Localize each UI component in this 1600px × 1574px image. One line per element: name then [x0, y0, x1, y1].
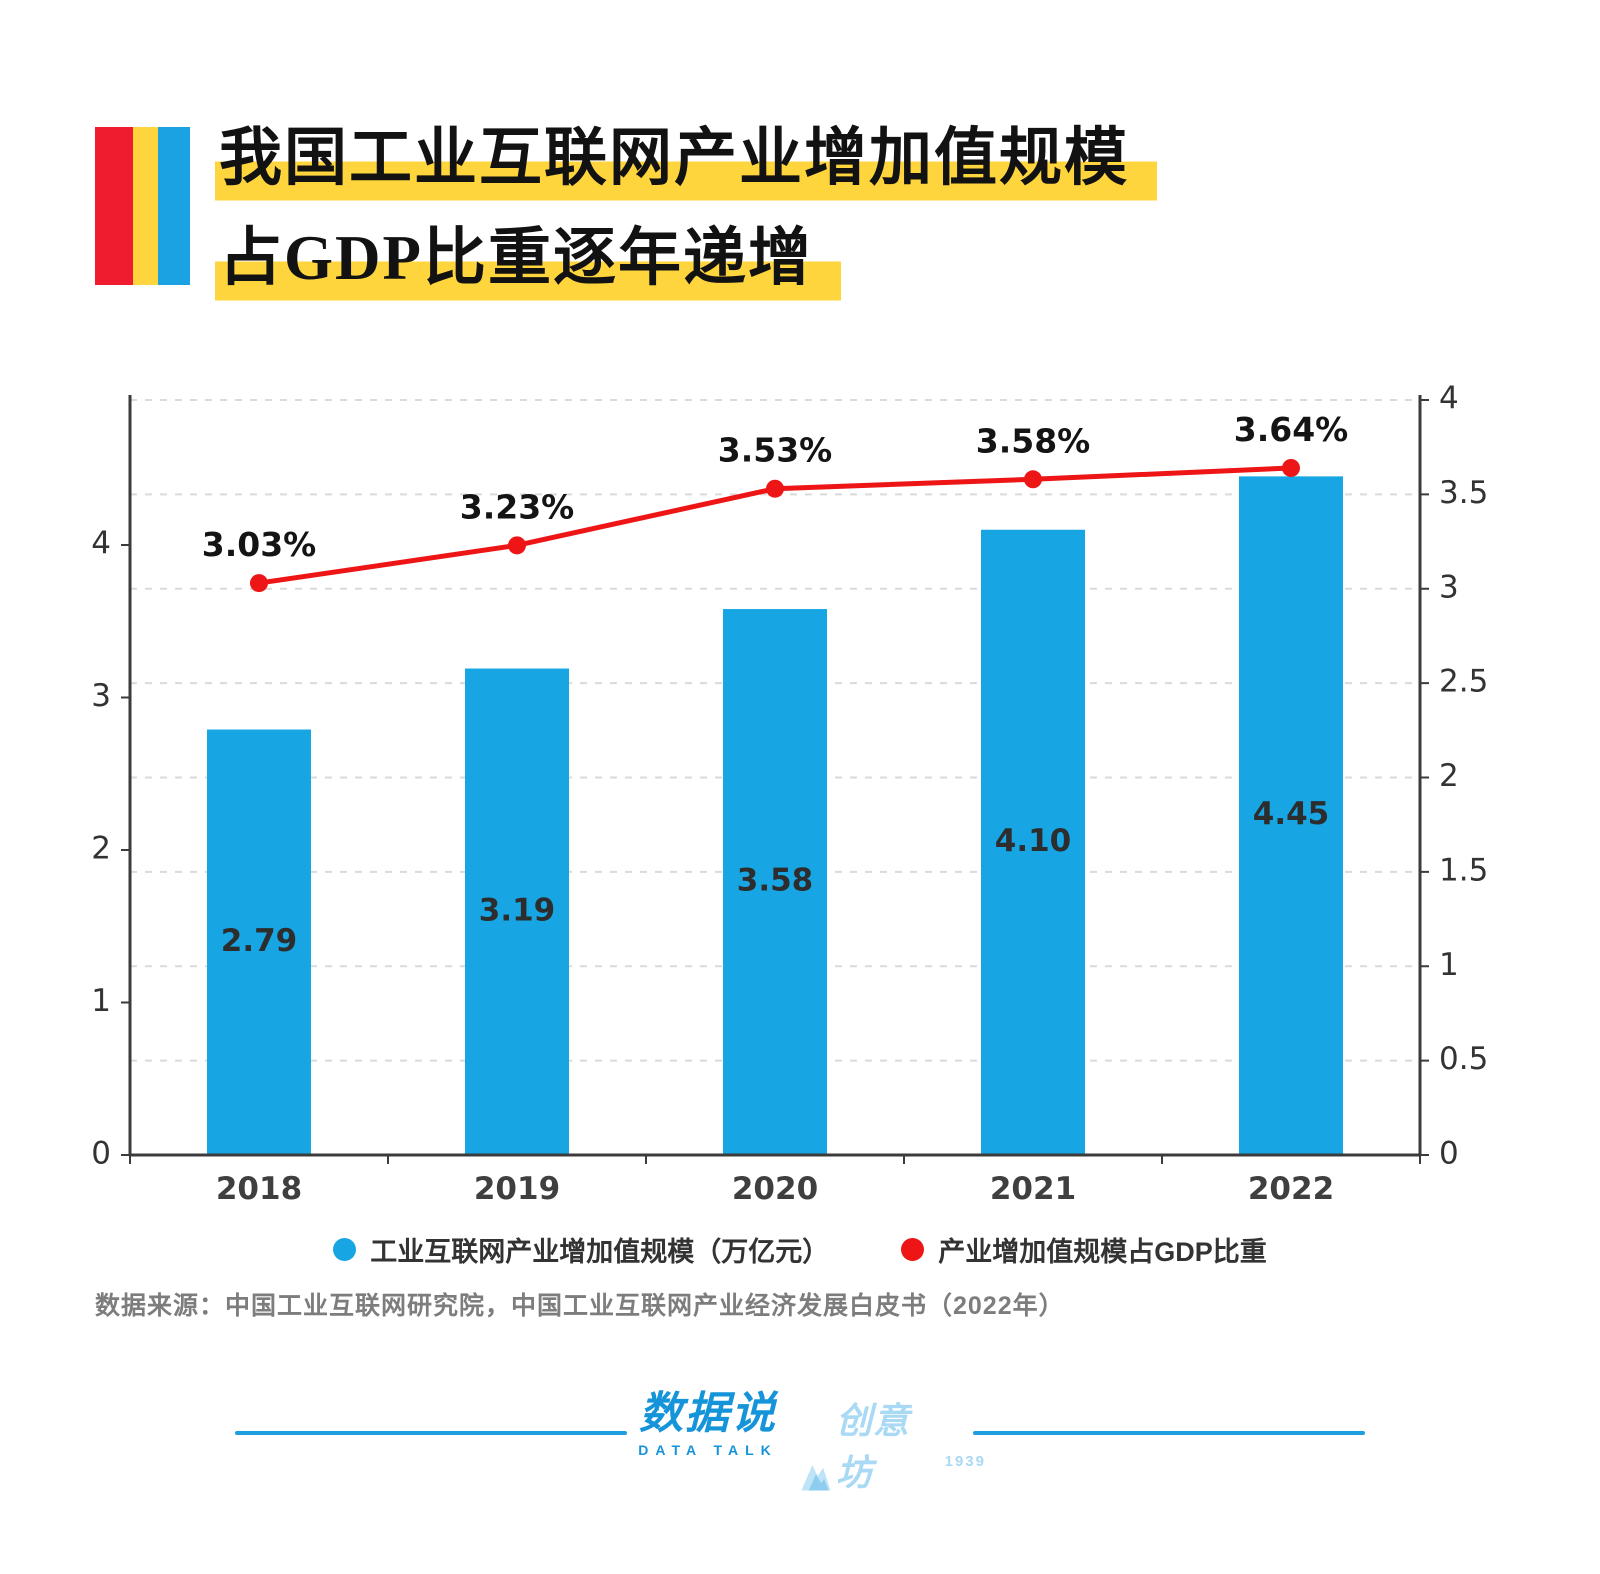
x-label-2019: 2019	[474, 1171, 560, 1207]
line-label-2020: 3.53%	[718, 431, 833, 470]
right-axis-tick-0.5: 0.5	[1439, 1041, 1488, 1077]
left-axis-tick-0: 0	[91, 1136, 111, 1172]
chart-area: 2.79 3.19 3.58 4.10 4.45 0 1 2 3 4 0 0.5 1 1.5 2 2.5 3 3.…	[0, 370, 1600, 1230]
title-line-1: 我国工业互联网产业增加值规模	[215, 112, 1157, 204]
legend-label-bar: 工业互联网产业增加值规模（万亿元）	[370, 1237, 830, 1267]
line-point-2020	[766, 479, 784, 498]
right-axis-tick-2: 2	[1439, 758, 1459, 794]
left-axis-tick-2: 2	[91, 831, 111, 867]
line-point-2021	[1024, 470, 1042, 489]
line-label-2019: 3.23%	[460, 487, 575, 526]
legend-dot-blue	[333, 1238, 357, 1261]
x-label-2021: 2021	[990, 1171, 1076, 1207]
right-axis-tick-3.5: 3.5	[1439, 475, 1488, 511]
x-label-2018: 2018	[216, 1171, 302, 1207]
accent-stripe-red	[95, 127, 133, 285]
datatalk-logo-zh: 数据说	[639, 1389, 777, 1438]
bar-2019	[465, 668, 569, 1155]
title-accent-bar	[95, 127, 190, 285]
datatalk-logo-en: DATA TALK	[638, 1442, 778, 1458]
right-axis-tick-0: 0	[1439, 1136, 1459, 1172]
legend-dot-red	[901, 1238, 925, 1261]
legend-item-line: 产业增加值规模占GDP比重	[901, 1230, 1267, 1269]
chart-legend: 工业互联网产业增加值规模（万亿元） 产业增加值规模占GDP比重	[0, 1230, 1600, 1269]
left-axis-tick-4: 4	[91, 526, 111, 562]
line-label-2018: 3.03%	[202, 525, 317, 564]
x-label-2020: 2020	[732, 1171, 818, 1207]
title-line-2: 占GDP比重逐年递增	[215, 212, 841, 304]
line-label-2021: 3.58%	[976, 421, 1091, 460]
page-title: 我国工业互联网产业增加值规模 占GDP比重逐年递增	[215, 112, 1157, 312]
right-axis-tick-3: 3	[1439, 569, 1459, 605]
line-point-2022	[1282, 458, 1300, 477]
line-point-2018	[250, 574, 268, 593]
left-axis-tick-3: 3	[91, 678, 111, 714]
bar-label-2018: 2.79	[221, 923, 298, 959]
chart-svg: 2.79 3.19 3.58 4.10 4.45 0 1 2 3 4 0 0.5 1 1.5 2 2.5 3 3.…	[91, 381, 1488, 1208]
accent-stripe-yellow	[133, 127, 158, 285]
bar-label-2020: 3.58	[737, 863, 814, 899]
footer-divider-left	[235, 1431, 627, 1435]
right-axis-tick-1: 1	[1439, 947, 1459, 983]
accent-stripe-blue	[157, 127, 190, 285]
bar-label-2021: 4.10	[995, 823, 1072, 859]
right-axis-tick-4: 4	[1439, 381, 1459, 417]
bar-2020	[723, 609, 827, 1155]
x-label-2022: 2022	[1248, 1171, 1334, 1207]
bar-2021	[981, 529, 1085, 1155]
right-axis-tick-1.5: 1.5	[1439, 852, 1488, 888]
line-label-2022: 3.64%	[1234, 410, 1349, 449]
legend-label-line: 产业增加值规模占GDP比重	[938, 1237, 1267, 1267]
bar-label-2022: 4.45	[1253, 796, 1330, 832]
legend-item-bar: 工业互联网产业增加值规模（万亿元）	[333, 1230, 829, 1269]
chuangyifang-logo-year: 1939	[944, 1453, 986, 1470]
bar-2018	[207, 729, 311, 1155]
right-axis-tick-2.5: 2.5	[1439, 664, 1488, 700]
bar-2022	[1239, 476, 1343, 1155]
line-point-2019	[508, 536, 526, 555]
chuangyifang-logo: 创意坊 1939	[796, 1392, 986, 1496]
mountain-icon	[801, 1465, 831, 1491]
chuangyifang-logo-zh: 创意坊	[836, 1400, 911, 1493]
left-axis-tick-1: 1	[91, 983, 111, 1019]
footer-divider-right	[973, 1431, 1365, 1435]
datatalk-logo: 数据说 DATA TALK	[628, 1389, 788, 1459]
bar-label-2019: 3.19	[479, 892, 556, 928]
data-source-note: 数据来源：中国工业互联网研究院，中国工业互联网产业经济发展白皮书（2022年）	[95, 1292, 1065, 1320]
